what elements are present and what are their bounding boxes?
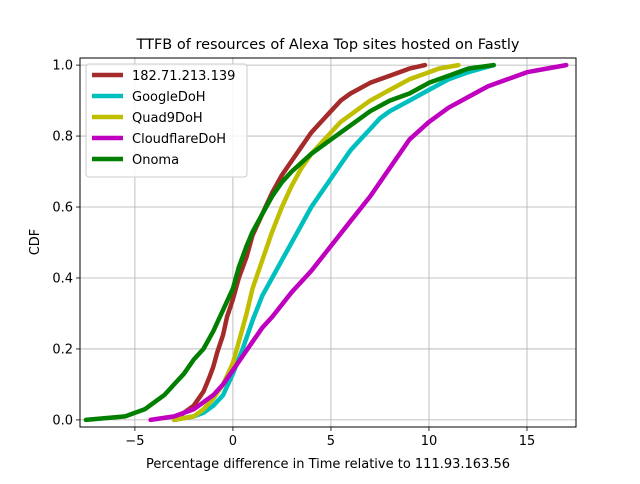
y-tick-label: 0.4 bbox=[52, 271, 73, 286]
axis-ticks: −5 0 5 10 15 0.0 0.2 0.4 0.6 0.8 1.0 bbox=[52, 59, 535, 449]
y-tick-label: 0.6 bbox=[52, 201, 73, 216]
x-tick-label: 10 bbox=[421, 434, 438, 449]
series-line-googledoh bbox=[171, 62, 496, 423]
x-axis-label: Percentage difference in Time relative t… bbox=[146, 457, 510, 472]
chart-title: TTFB of resources of Alexa Top sites hos… bbox=[136, 37, 520, 53]
x-tick-label: 15 bbox=[519, 434, 536, 449]
plot-frame bbox=[79, 57, 577, 428]
y-axis-label: CDF bbox=[28, 229, 43, 256]
series-line-onoma bbox=[83, 62, 496, 423]
series-line-cloudflaredoh bbox=[148, 62, 569, 423]
x-tick-label: 0 bbox=[229, 434, 237, 449]
legend-label: 182.71.213.139 bbox=[132, 69, 235, 84]
x-tick-label: −5 bbox=[125, 434, 144, 449]
y-tick-label: 0.2 bbox=[52, 342, 73, 357]
legend-label: GoogleDoH bbox=[132, 90, 206, 105]
y-tick-label: 0.0 bbox=[52, 413, 73, 428]
legend-box bbox=[85, 63, 248, 178]
series-lines bbox=[83, 62, 569, 423]
y-tick-label: 0.8 bbox=[52, 130, 73, 145]
y-tick-label: 1.0 bbox=[52, 59, 73, 74]
legend-label: Onoma bbox=[132, 153, 179, 168]
x-tick-label: 5 bbox=[327, 434, 335, 449]
legend: 182.71.213.139 GoogleDoH Quad9DoH Cloudflar… bbox=[85, 63, 248, 178]
legend-label: CloudflareDoH bbox=[132, 132, 226, 147]
legend-label: Quad9DoH bbox=[132, 111, 203, 126]
